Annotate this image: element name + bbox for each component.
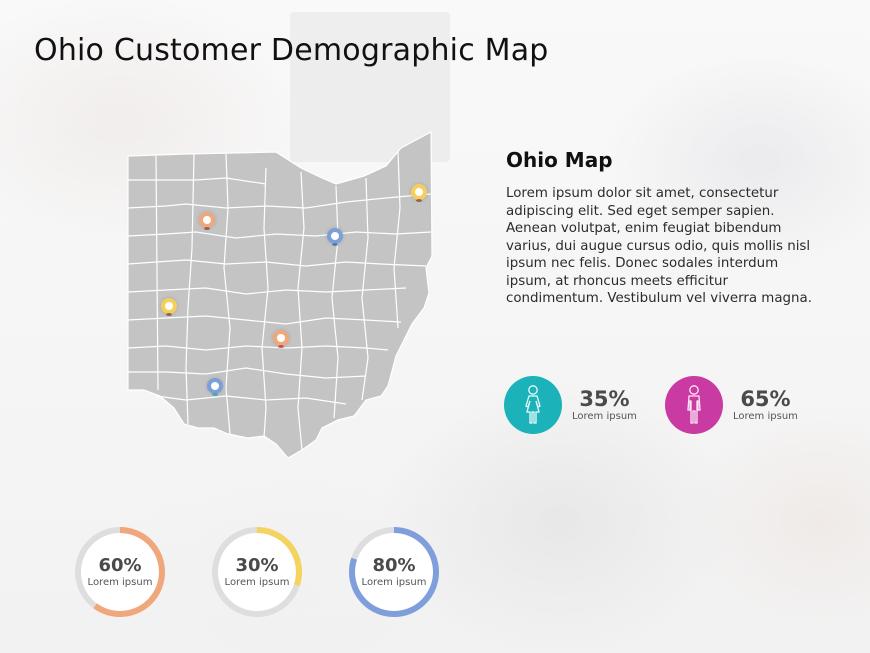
pin-marker-icon (207, 378, 223, 394)
pin-marker-icon (273, 330, 289, 346)
ring-2-label: Lorem ipsum (224, 576, 290, 588)
ring-3-percent: 80% (372, 554, 416, 576)
female-percent: 35% (579, 387, 630, 411)
info-body-text: Lorem ipsum dolor sit amet, consectetur … (506, 186, 813, 306)
map-pin-west[interactable] (161, 298, 177, 318)
male-label: Lorem ipsum (733, 411, 798, 422)
progress-ring-1: 60% Lorem ipsum (73, 525, 167, 619)
map-pin-north-central[interactable] (327, 228, 343, 248)
male-icon (665, 376, 723, 434)
male-percent: 65% (740, 387, 791, 411)
map-pin-northeast[interactable] (411, 184, 427, 204)
ring-2-percent: 30% (235, 554, 279, 576)
pin-marker-icon (327, 228, 343, 244)
map-pin-southwest[interactable] (207, 378, 223, 398)
female-icon (504, 376, 562, 434)
progress-ring-3: 80% Lorem ipsum (347, 525, 441, 619)
male-stat: 65% Lorem ipsum (665, 376, 798, 434)
ring-1-label: Lorem ipsum (87, 576, 153, 588)
progress-ring-2: 30% Lorem ipsum (210, 525, 304, 619)
map-pin-central[interactable] (273, 330, 289, 350)
ring-chart-icon (75, 527, 165, 617)
pin-marker-icon (411, 184, 427, 200)
map-pin-northwest[interactable] (199, 212, 215, 232)
info-heading: Ohio Map (506, 148, 613, 172)
ohio-map (126, 128, 436, 463)
ring-1-percent: 60% (98, 554, 142, 576)
female-label: Lorem ipsum (572, 411, 637, 422)
female-stat: 35% Lorem ipsum (504, 376, 637, 434)
ring-chart-icon (349, 527, 439, 617)
ring-chart-icon (212, 527, 302, 617)
pin-marker-icon (161, 298, 177, 314)
pin-marker-icon (199, 212, 215, 228)
ohio-map-shape (127, 131, 433, 459)
page-title: Ohio Customer Demographic Map (34, 33, 549, 68)
ring-3-label: Lorem ipsum (361, 576, 427, 588)
